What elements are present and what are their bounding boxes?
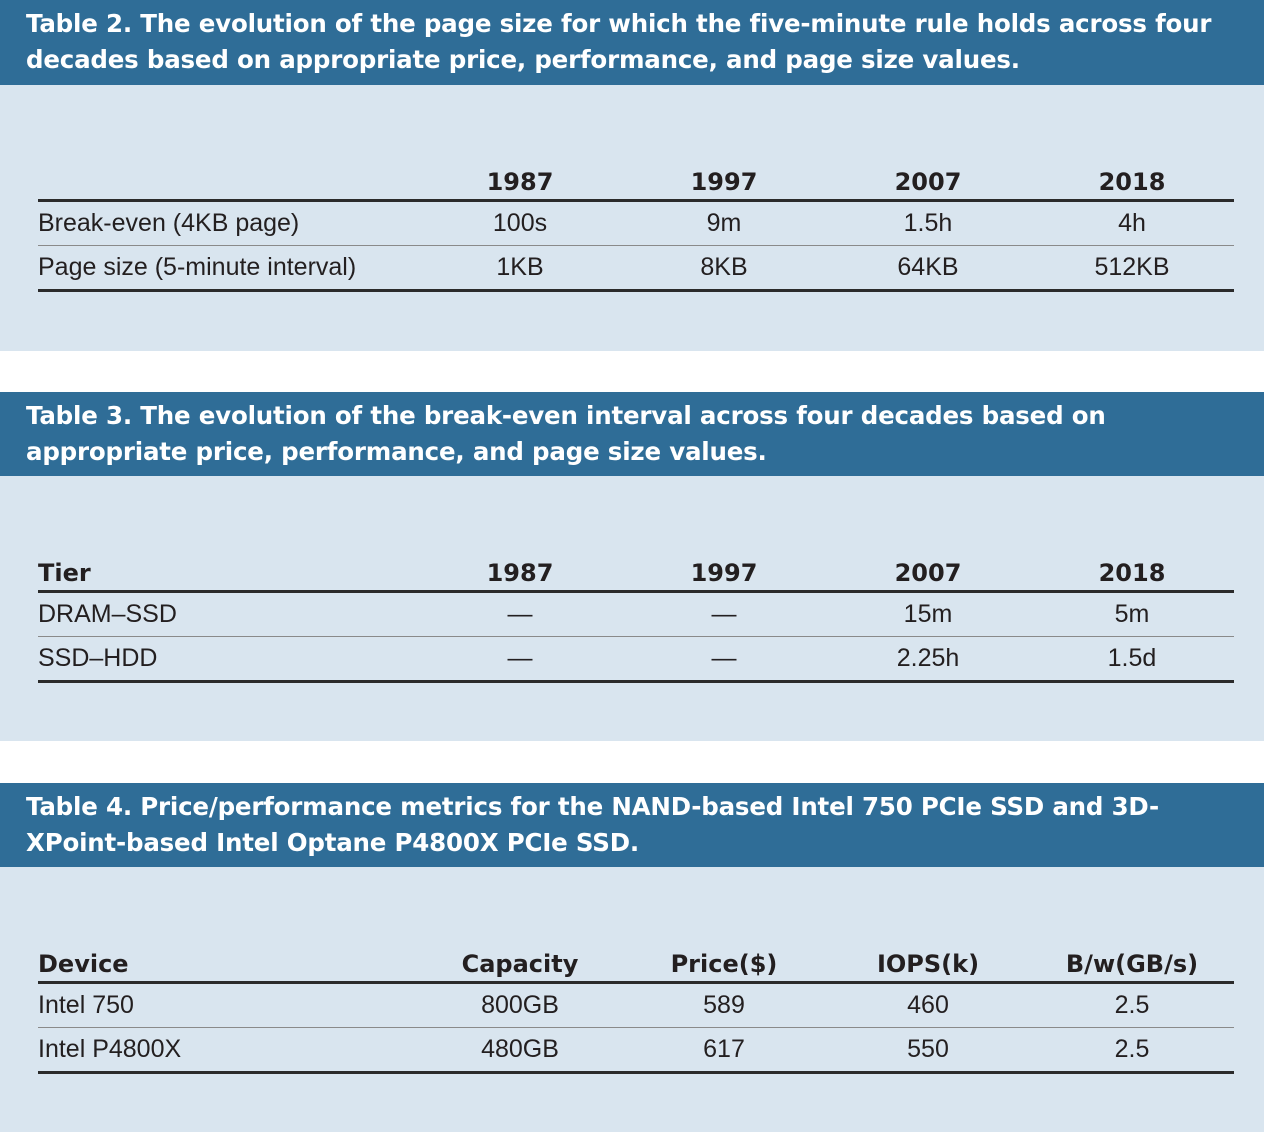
header-cell: Device (38, 938, 418, 984)
table-cell: 1.5h (826, 200, 1030, 246)
table-row: Intel 750 800GB 589 460 2.5 (38, 982, 1234, 1028)
row-label: Intel 750 (38, 982, 418, 1028)
table-row: Page size (5-minute interval) 1KB 8KB 64… (38, 245, 1234, 292)
table-cell: 589 (622, 982, 826, 1028)
header-cell: 2007 (826, 156, 1030, 202)
table-3-panel: Table 3. The evolution of the break-even… (0, 392, 1264, 741)
table-header-row: Device Capacity Price($) IOPS(k) B/w(GB/… (38, 938, 1234, 984)
table-2-panel: Table 2. The evolution of the page size … (0, 0, 1264, 351)
table-cell: 100s (418, 200, 622, 246)
table-cell: 2.25h (826, 636, 1030, 683)
table-3-body: Tier 1987 1997 2007 2018 DRAM–SSD — — 15… (0, 476, 1264, 741)
table-cell: 4h (1030, 200, 1234, 246)
header-cell: Capacity (418, 938, 622, 984)
table-4-panel: Table 4. Price/performance metrics for t… (0, 783, 1264, 1132)
row-label: Intel P4800X (38, 1027, 418, 1074)
table-cell: 1.5d (1030, 636, 1234, 683)
table-cell: 480GB (418, 1027, 622, 1074)
table-cell: — (622, 591, 826, 637)
table-2-body: 1987 1997 2007 2018 Break-even (4KB page… (0, 85, 1264, 351)
table-row: Break-even (4KB page) 100s 9m 1.5h 4h (38, 200, 1234, 246)
table-cell: 1KB (418, 245, 622, 292)
table-cell: 2.5 (1030, 1027, 1234, 1074)
header-cell: IOPS(k) (826, 938, 1030, 984)
table-4-body: Device Capacity Price($) IOPS(k) B/w(GB/… (0, 867, 1264, 1132)
table-cell: 550 (826, 1027, 1030, 1074)
table-cell: 460 (826, 982, 1030, 1028)
table-cell: 2.5 (1030, 982, 1234, 1028)
table-header-row: 1987 1997 2007 2018 (38, 156, 1234, 202)
header-cell: Tier (38, 547, 418, 593)
table-4-caption: Table 4. Price/performance metrics for t… (0, 783, 1264, 867)
table-cell: 5m (1030, 591, 1234, 637)
table-cell: 512KB (1030, 245, 1234, 292)
header-cell: 2018 (1030, 547, 1234, 593)
header-cell: 1997 (622, 547, 826, 593)
table-3: Tier 1987 1997 2007 2018 DRAM–SSD — — 15… (38, 547, 1234, 683)
header-cell: 2018 (1030, 156, 1234, 202)
header-cell (38, 156, 418, 202)
table-4: Device Capacity Price($) IOPS(k) B/w(GB/… (38, 938, 1234, 1074)
table-3-caption: Table 3. The evolution of the break-even… (0, 392, 1264, 476)
table-row: Intel P4800X 480GB 617 550 2.5 (38, 1027, 1234, 1074)
header-cell: 2007 (826, 547, 1030, 593)
row-label: Page size (5-minute interval) (38, 245, 418, 292)
row-label: DRAM–SSD (38, 591, 418, 637)
table-cell: — (418, 591, 622, 637)
header-cell: B/w(GB/s) (1030, 938, 1234, 984)
table-2-caption: Table 2. The evolution of the page size … (0, 0, 1264, 85)
header-cell: 1997 (622, 156, 826, 202)
row-label: SSD–HDD (38, 636, 418, 683)
table-row: DRAM–SSD — — 15m 5m (38, 591, 1234, 637)
header-cell: 1987 (418, 156, 622, 202)
table-cell: 64KB (826, 245, 1030, 292)
table-cell: — (418, 636, 622, 683)
table-cell: 617 (622, 1027, 826, 1074)
table-2: 1987 1997 2007 2018 Break-even (4KB page… (38, 156, 1234, 292)
table-cell: 800GB (418, 982, 622, 1028)
row-label: Break-even (4KB page) (38, 200, 418, 246)
header-cell: Price($) (622, 938, 826, 984)
table-cell: 8KB (622, 245, 826, 292)
table-header-row: Tier 1987 1997 2007 2018 (38, 547, 1234, 593)
header-cell: 1987 (418, 547, 622, 593)
table-cell: — (622, 636, 826, 683)
table-cell: 15m (826, 591, 1030, 637)
table-cell: 9m (622, 200, 826, 246)
table-row: SSD–HDD — — 2.25h 1.5d (38, 636, 1234, 683)
